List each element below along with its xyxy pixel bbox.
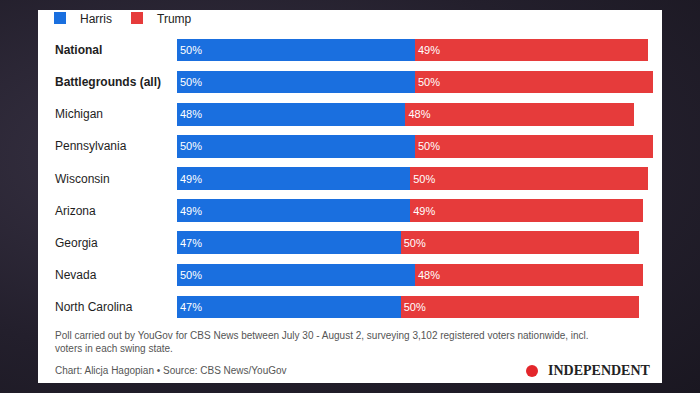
svg-text:Michigan: Michigan [55,107,103,121]
svg-text:47%: 47% [180,237,202,249]
svg-text:INDEPENDENT: INDEPENDENT [548,363,651,378]
svg-text:50%: 50% [413,173,435,185]
svg-text:Poll carried out by YouGov for: Poll carried out by YouGov for CBS News … [55,330,589,354]
svg-text:Arizona: Arizona [55,204,96,218]
svg-text:Georgia: Georgia [55,236,98,250]
svg-text:48%: 48% [180,108,202,120]
svg-text:Trump: Trump [157,12,192,26]
svg-text:Pennsylvania: Pennsylvania [55,139,127,153]
svg-text:49%: 49% [180,173,202,185]
svg-text:48%: 48% [408,108,430,120]
svg-text:50%: 50% [418,140,440,152]
svg-text:48%: 48% [418,269,440,281]
svg-text:Battlegrounds (all): Battlegrounds (all) [55,75,161,89]
svg-text:50%: 50% [180,269,202,281]
svg-text:49%: 49% [418,44,440,56]
svg-text:National: National [55,43,102,57]
svg-text:47%: 47% [180,301,202,313]
svg-text:49%: 49% [180,205,202,217]
svg-text:50%: 50% [180,76,202,88]
svg-text:50%: 50% [404,301,426,313]
svg-text:50%: 50% [180,44,202,56]
svg-text:50%: 50% [404,237,426,249]
svg-text:Chart: Alicja Hagopian • Sourc: Chart: Alicja Hagopian • Source: CBS New… [55,365,287,376]
svg-text:49%: 49% [413,205,435,217]
svg-text:Harris: Harris [80,12,112,26]
svg-text:North Carolina: North Carolina [55,300,133,314]
svg-text:50%: 50% [418,76,440,88]
svg-text:Wisconsin: Wisconsin [55,172,110,186]
svg-text:Nevada: Nevada [55,268,97,282]
svg-text:50%: 50% [180,140,202,152]
